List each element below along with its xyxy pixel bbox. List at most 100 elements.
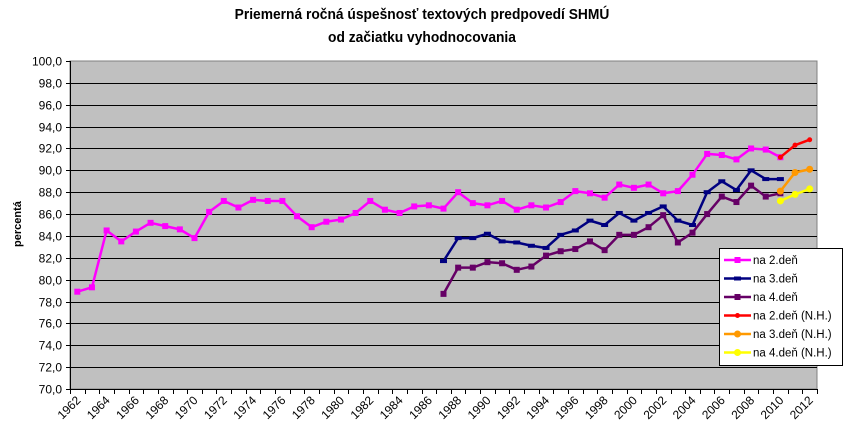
legend-box [719,248,843,366]
data-point [483,231,491,236]
y-tick-label: 70,0 [39,383,63,397]
y-tick-label: 100,0 [32,55,62,69]
data-point [543,204,550,211]
data-point [806,185,814,193]
legend-marker [734,294,741,300]
legend-marker [735,313,740,318]
data-point [367,197,374,204]
x-tick-label: 1992 [494,393,523,422]
data-point [103,227,110,234]
legend-item: na 2.deň [724,255,798,267]
data-point [615,210,623,215]
data-point [528,202,535,209]
data-point [791,169,799,177]
data-point [733,199,740,206]
legend-label: na 3.deň [753,274,798,286]
data-point [308,224,315,231]
data-point [660,190,667,197]
x-tick-label: 1976 [260,393,289,422]
y-tick-label: 86,0 [39,208,63,222]
series-na-2-de-n-h- [777,137,813,160]
data-point [704,150,711,157]
y-tick-label: 92,0 [39,142,63,156]
x-tick-label: 1978 [289,393,318,422]
data-point [250,196,257,203]
legend-label: na 4.deň [753,292,798,304]
legend-item: na 4.deň [724,292,798,304]
data-point [499,260,506,267]
data-point [777,154,783,160]
x-tick-label: 2004 [670,393,699,422]
data-point [630,231,637,238]
x-tick-label: 1986 [406,393,435,422]
data-point [499,197,506,204]
data-point [528,263,535,270]
data-point [586,238,593,245]
y-tick-label: 74,0 [39,339,63,353]
data-point [513,240,521,245]
y-tick-label: 72,0 [39,361,63,375]
data-point [645,210,653,215]
data-point [513,266,520,273]
data-point [601,247,608,254]
y-tick-label: 84,0 [39,230,63,244]
x-tick-label: 1982 [348,393,377,422]
x-tick-label: 1974 [230,393,259,422]
data-point [572,188,579,195]
data-point [557,232,565,237]
data-point [586,218,594,223]
chart-title: Priemerná ročná úspešnosť textových pred… [234,6,610,23]
x-tick-label: 1964 [84,393,113,422]
x-tick-label: 1962 [55,393,84,422]
data-point [425,202,432,209]
data-point [586,190,593,197]
legend: na 2.deň na 3.deň na 4.deň na 2.deň (N.H.) n… [719,248,843,366]
series-na-3-de-n-h- [776,165,814,195]
data-point [455,189,462,196]
data-point [542,245,550,250]
data-point [557,199,564,206]
x-tick-label: 2002 [641,393,670,422]
data-point [352,209,359,216]
data-point [776,197,784,205]
data-point [498,239,506,244]
y-tick-label: 94,0 [39,121,63,135]
x-tick-label: 2000 [611,393,640,422]
data-point [396,209,403,216]
data-point [118,238,125,245]
data-point [74,288,81,295]
data-point [792,142,798,148]
data-point [88,284,95,291]
x-tick-label: 2008 [728,393,757,422]
data-point [469,236,477,241]
gridlines [70,83,817,368]
data-point [762,177,770,182]
x-tick-label: 1970 [172,393,201,422]
x-tick-label: 2006 [699,393,728,422]
legend-label: na 2.deň [753,255,798,267]
data-point [454,236,462,241]
data-point [191,235,198,242]
data-point [557,248,564,255]
x-tick-label: 2010 [758,393,787,422]
x-tick-label: 1996 [553,393,582,422]
data-point [571,228,579,233]
data-point [411,203,418,210]
data-point [147,219,154,226]
y-tick-label: 88,0 [39,186,63,200]
legend-marker [734,330,741,338]
data-point [762,193,769,200]
data-point [659,204,667,209]
x-axis: 1962 1964 1966 1968 1970 1972 1974 1976 1978 1980… [55,389,818,422]
data-point [440,290,447,297]
data-point [484,202,491,209]
x-tick-label: 1988 [435,393,464,422]
data-point [455,264,462,271]
x-tick-label: 2012 [787,393,816,422]
data-point [689,223,696,227]
plot-area [69,60,818,390]
data-point [264,197,271,204]
data-point [630,218,638,223]
legend-marker [734,349,741,356]
